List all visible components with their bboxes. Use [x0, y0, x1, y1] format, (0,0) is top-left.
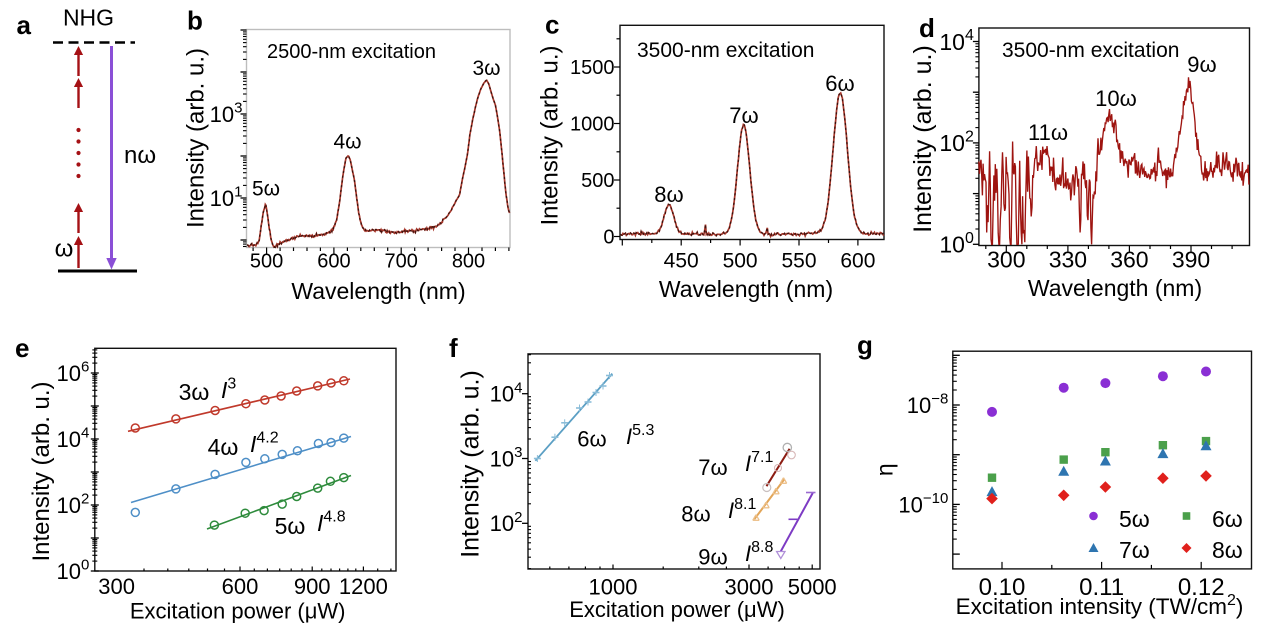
svg-text:450: 450 — [664, 250, 699, 273]
svg-text:9ω: 9ω — [1187, 52, 1216, 77]
svg-text:1200: 1200 — [339, 574, 388, 599]
svg-text:10ω: 10ω — [1095, 86, 1137, 111]
svg-text:500: 500 — [723, 250, 758, 273]
svg-text:300: 300 — [987, 247, 1025, 273]
svg-text:Excitation power (μW): Excitation power (μW) — [130, 599, 346, 624]
svg-text:Excitation intensity (TW/cm2): Excitation intensity (TW/cm2) — [956, 592, 1244, 619]
svg-text:3ω: 3ω — [179, 379, 210, 405]
svg-text:7ω: 7ω — [698, 455, 727, 480]
svg-text:3000: 3000 — [725, 575, 774, 600]
svg-text:a: a — [17, 10, 32, 40]
svg-text:I8.8: I8.8 — [745, 539, 773, 566]
svg-text:nω: nω — [124, 142, 156, 169]
svg-text:9ω: 9ω — [698, 545, 727, 570]
svg-text:300: 300 — [98, 574, 135, 599]
svg-text:3ω: 3ω — [472, 57, 500, 80]
svg-text:4ω: 4ω — [333, 131, 361, 154]
svg-text:700: 700 — [385, 251, 418, 273]
svg-text:500: 500 — [250, 251, 283, 273]
svg-text:7ω: 7ω — [1119, 537, 1150, 563]
svg-text:0.10: 0.10 — [979, 574, 1026, 601]
svg-text:Wavelength (nm): Wavelength (nm) — [659, 276, 833, 302]
svg-text:0.12: 0.12 — [1178, 574, 1225, 601]
svg-text:c: c — [545, 10, 559, 40]
svg-text:Wavelength (nm): Wavelength (nm) — [1028, 275, 1202, 301]
svg-text:8ω: 8ω — [654, 182, 683, 207]
svg-text:106: 106 — [56, 359, 89, 386]
svg-text:3500-nm excitation: 3500-nm excitation — [637, 39, 814, 62]
svg-text:Intensity (arb. u.): Intensity (arb. u.) — [183, 48, 210, 228]
svg-text:600: 600 — [317, 251, 350, 273]
svg-text:5ω: 5ω — [252, 178, 280, 201]
svg-text:6ω: 6ω — [825, 71, 854, 96]
svg-text:1000: 1000 — [589, 575, 638, 600]
svg-text:g: g — [857, 330, 873, 360]
svg-text:d: d — [919, 13, 935, 43]
svg-text:5ω: 5ω — [275, 513, 306, 539]
svg-text:6ω: 6ω — [1212, 506, 1243, 532]
svg-text:Intensity (arb. u.): Intensity (arb. u.) — [28, 381, 55, 561]
svg-text:f: f — [449, 333, 458, 363]
svg-text:360: 360 — [1110, 247, 1148, 273]
svg-text:6ω: 6ω — [577, 427, 606, 452]
svg-text:Intensity (arb. u.): Intensity (arb. u.) — [457, 370, 485, 558]
svg-text:η: η — [872, 463, 898, 476]
svg-text:390: 390 — [1172, 247, 1210, 273]
svg-text:5000: 5000 — [788, 575, 837, 600]
svg-text:Excitation power (μW): Excitation power (μW) — [569, 597, 785, 622]
svg-text:600: 600 — [840, 250, 875, 273]
svg-text:e: e — [15, 333, 29, 363]
svg-text:4ω: 4ω — [208, 434, 239, 460]
svg-text:1000: 1000 — [570, 114, 615, 136]
svg-text:600: 600 — [222, 574, 259, 599]
svg-text:1500: 1500 — [570, 57, 615, 79]
svg-text:0.11: 0.11 — [1079, 574, 1124, 601]
svg-text:550: 550 — [781, 250, 816, 273]
svg-text:b: b — [187, 6, 203, 36]
svg-text:900: 900 — [294, 574, 331, 599]
svg-text:ω: ω — [55, 236, 74, 263]
svg-text:8ω: 8ω — [1212, 537, 1243, 563]
svg-text:500: 500 — [581, 170, 614, 192]
svg-text:0: 0 — [603, 227, 614, 249]
svg-text:800: 800 — [452, 251, 485, 273]
svg-text:NHG: NHG — [63, 5, 114, 31]
svg-text:Intensity (arb. u.): Intensity (arb. u.) — [909, 45, 937, 233]
svg-text:2500-nm excitation: 2500-nm excitation — [267, 41, 436, 63]
svg-text:5ω: 5ω — [1119, 506, 1150, 532]
svg-text:11ω: 11ω — [1028, 120, 1068, 145]
svg-text:3500-nm excitation: 3500-nm excitation — [1002, 39, 1179, 62]
svg-text:Wavelength (nm): Wavelength (nm) — [291, 278, 465, 304]
svg-text:330: 330 — [1049, 247, 1087, 273]
svg-text:Intensity (arb. u.): Intensity (arb. u.) — [537, 45, 564, 225]
svg-text:8ω: 8ω — [681, 502, 710, 527]
